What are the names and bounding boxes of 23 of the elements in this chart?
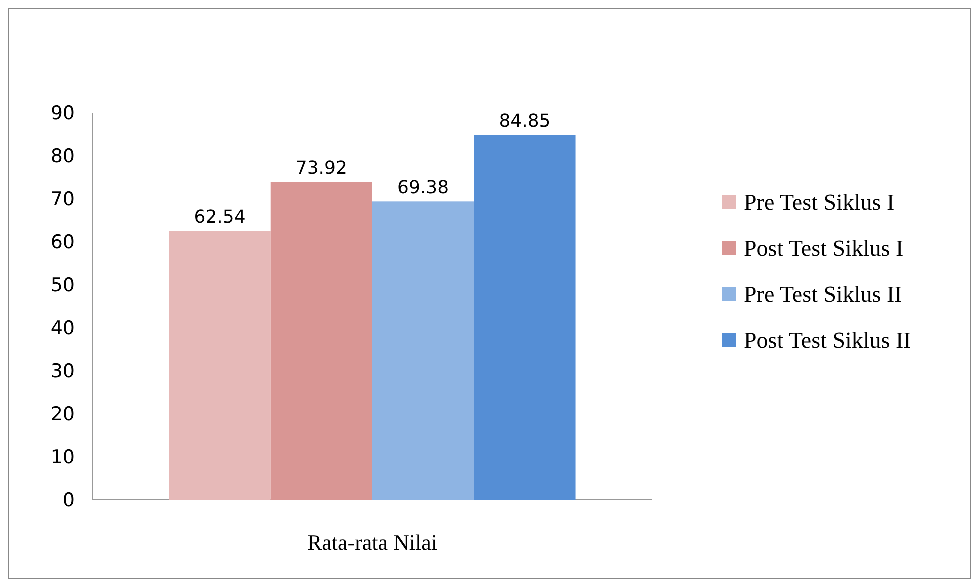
y-tick-label: 20 <box>50 404 75 426</box>
y-tick-label: 70 <box>50 188 75 211</box>
y-tick-label: 10 <box>50 446 75 469</box>
bar <box>372 202 474 500</box>
data-label: 62.54 <box>194 207 246 228</box>
y-tick-label: 40 <box>50 318 75 340</box>
y-tick-label: 30 <box>50 360 75 383</box>
x-tick-label: Rata-rata Nilai <box>307 530 438 555</box>
legend-label: Pre Test Siklus II <box>744 282 902 308</box>
bar <box>474 135 576 500</box>
legend-label: Post Test Siklus II <box>744 328 912 354</box>
y-tick-label: 50 <box>50 274 75 297</box>
bar <box>169 231 271 500</box>
y-tick-label: 0 <box>62 490 75 512</box>
y-tick-label: 90 <box>50 102 75 125</box>
data-label: 69.38 <box>398 178 450 199</box>
data-label: 73.92 <box>296 158 348 180</box>
y-tick-label: 80 <box>50 146 75 168</box>
bar <box>270 182 372 500</box>
legend-label: Pre Test Siklus I <box>744 190 895 216</box>
data-label: 84.85 <box>499 111 551 132</box>
legend-label: Post Test Siklus I <box>744 236 904 262</box>
y-tick-label: 60 <box>50 232 75 254</box>
